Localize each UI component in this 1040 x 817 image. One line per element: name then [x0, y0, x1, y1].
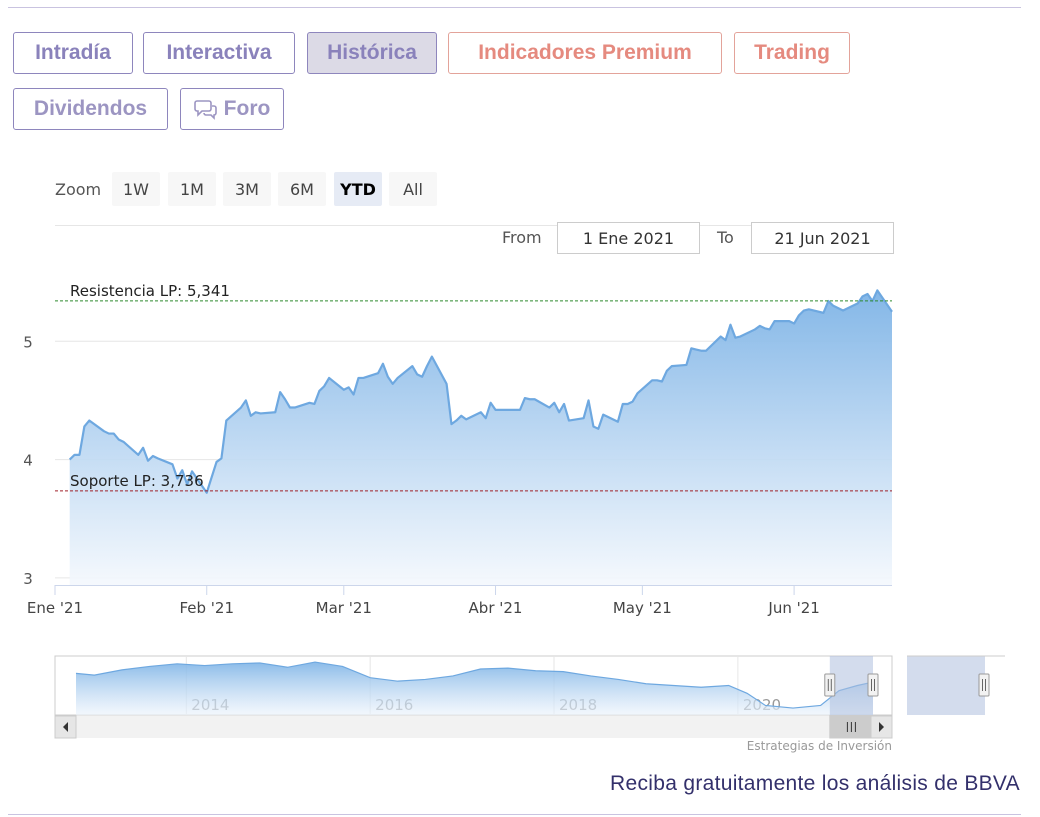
- tab-label: Intradía: [35, 41, 111, 64]
- scroll-left-arrow-icon: [63, 722, 68, 732]
- tab-interactiva[interactable]: Interactiva: [143, 32, 295, 74]
- tab-label: Trading: [754, 41, 830, 64]
- x-tick-label: Mar '21: [316, 599, 372, 617]
- zoom-label: Zoom: [55, 180, 102, 199]
- scrollbar-track: [55, 716, 892, 738]
- chart-credit[interactable]: Estrategias de Inversión: [746, 739, 892, 753]
- navigator-frame: [54, 655, 893, 716]
- navigator-handle: [824, 673, 836, 697]
- to-label: To: [717, 228, 734, 247]
- tab-trading[interactable]: Trading: [734, 32, 850, 74]
- tab-label: Interactiva: [166, 41, 272, 64]
- navigator-line: [75, 661, 874, 709]
- tab-label: Dividendos: [33, 97, 148, 120]
- zoom-button-3m[interactable]: 3M: [223, 172, 271, 206]
- scrollbar-right-button: [870, 715, 893, 739]
- tab-foro[interactable]: Foro: [180, 88, 284, 130]
- tab-label: Indicadores Premium: [478, 41, 692, 64]
- scroll-right-arrow-icon: [879, 722, 884, 732]
- y-tick-label: 4: [23, 452, 33, 470]
- from-date-input[interactable]: 1 Ene 2021: [557, 222, 700, 254]
- navigator-year-label: 2016: [375, 696, 413, 714]
- tab-intradia[interactable]: Intradía: [13, 32, 133, 74]
- x-tick-label: Feb '21: [179, 599, 234, 617]
- navigator-year-label: 2020: [743, 696, 781, 714]
- scrollbar-left-button: [54, 715, 77, 739]
- zoom-button-6m[interactable]: 6M: [278, 172, 326, 206]
- range-divider: [55, 225, 893, 226]
- zoom-button-1w[interactable]: 1W: [112, 172, 160, 206]
- y-tick-label: 3: [23, 570, 33, 588]
- scrollbar-thumb: [829, 715, 874, 739]
- bottom-divider: [8, 814, 1021, 815]
- tab-historica[interactable]: Histórica: [307, 32, 437, 74]
- series-area: [69, 290, 893, 585]
- navigator-selection-overflow: [907, 656, 985, 715]
- zoom-button-1m[interactable]: 1M: [168, 172, 216, 206]
- navigator-area: [76, 662, 873, 715]
- zoom-button-ytd[interactable]: YTD: [334, 172, 382, 206]
- x-tick-label: May '21: [613, 599, 672, 617]
- x-tick-label: Jun '21: [767, 599, 819, 617]
- y-tick-label: 5: [23, 333, 33, 351]
- navigator-year-label: 2014: [191, 696, 229, 714]
- navigator-year-label: 2018: [559, 696, 597, 714]
- from-label: From: [502, 228, 542, 247]
- top-divider: [8, 7, 1021, 8]
- navigator-handle: [978, 673, 990, 697]
- series-line: [68, 289, 893, 494]
- support-label: Soporte LP: 3,736: [70, 472, 204, 490]
- tab-label: Foro: [223, 97, 271, 120]
- tab-dividendos[interactable]: Dividendos: [13, 88, 168, 130]
- to-date-input[interactable]: 21 Jun 2021: [751, 222, 894, 254]
- chat-bubbles-icon: [193, 100, 217, 120]
- x-tick-label: Ene '21: [27, 599, 83, 617]
- navigator-handle: [867, 673, 879, 697]
- analysis-cta[interactable]: Reciba gratuitamente los análisis de BBV…: [610, 772, 1020, 795]
- x-tick-label: Abr '21: [469, 599, 523, 617]
- zoom-button-all[interactable]: All: [389, 172, 437, 206]
- navigator-selection: [829, 656, 873, 715]
- tab-label: Histórica: [327, 41, 417, 64]
- resistance-label: Resistencia LP: 5,341: [70, 282, 230, 300]
- tab-indicadores-premium[interactable]: Indicadores Premium: [448, 32, 722, 74]
